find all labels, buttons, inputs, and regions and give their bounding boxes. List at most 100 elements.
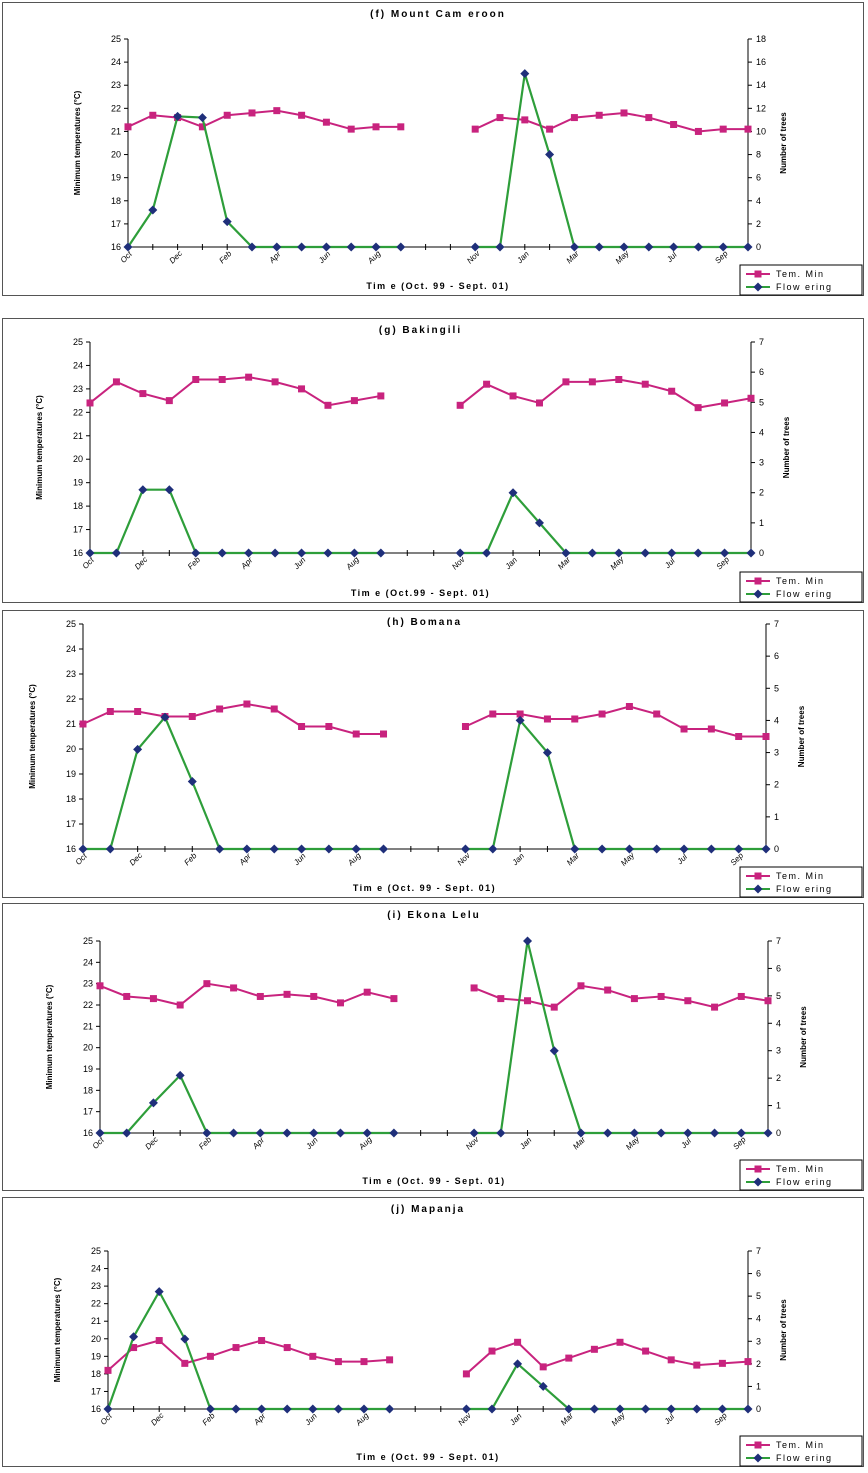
temperature-point [546,125,554,133]
y-tick-label-right: 8 [756,150,761,160]
temperature-point [721,399,729,407]
temperature-point [711,1003,719,1011]
y-tick-label-right: 3 [756,1336,761,1346]
flowering-point [640,548,650,558]
x-tick-label: Nov [455,850,472,867]
legend-temp-marker [754,1165,762,1173]
x-tick-label: May [609,554,627,572]
y-tick-label-left: 17 [73,525,83,535]
temperature-point [694,127,702,135]
x-tick-label: Feb [201,1411,218,1428]
x-tick-label: Jan [503,555,520,572]
y-tick-label-right: 18 [756,34,766,44]
flowering-point [379,844,389,854]
temperature-point [653,710,661,718]
legend-temp-marker [754,1441,762,1449]
x-axis-label: Tim e (Oct. 99 - Sept. 01) [362,1176,505,1186]
temperature-point [707,725,715,733]
flowering-point [736,1128,746,1138]
temperature-point [595,111,603,119]
flowering-point [692,1404,702,1414]
flowering-point [333,1404,343,1414]
flowering-point [95,1128,105,1138]
flowering-point [215,844,225,854]
y-tick-label-left: 17 [66,819,76,829]
x-tick-label: May [610,1410,628,1428]
temperature-point [620,109,628,117]
y-tick-label-left: 22 [83,1000,93,1010]
flowering-point [496,1128,506,1138]
temperature-point [684,997,692,1005]
temperature-line [127,109,401,131]
legend-box [739,866,863,898]
flowering-point [180,1334,190,1344]
flowering-point [103,1404,113,1414]
legend-flower-label: Flow ering [776,282,833,292]
y-tick-label-left: 23 [91,1281,101,1291]
temperature-point [203,980,211,988]
temperature-point [386,1356,394,1364]
temperature-point [718,1359,726,1367]
legend-temp-marker [754,577,762,585]
x-tick-label: Feb [182,851,199,868]
legend-temp-label: Tem. Min [776,1440,825,1450]
flowering-point [720,548,730,558]
flowering-point [335,1128,345,1138]
y-tick-label-right: 0 [759,548,764,558]
y-tick-label-left: 19 [83,1064,93,1074]
temperature-point [206,1352,214,1360]
temperature-point [497,995,505,1003]
temperature-point [270,705,278,713]
x-tick-label: Jul [679,1136,693,1150]
y-axis-label-left: Minimum temperatures (°C) [53,1277,62,1382]
y-tick-label-left: 17 [83,1107,93,1117]
legend-temp-marker [754,872,762,880]
temperature-point [590,1345,598,1353]
flowering-point [487,1404,497,1414]
y-tick-label-left: 20 [73,454,83,464]
flowering-point [376,548,386,558]
y-tick-label-right: 2 [774,780,779,790]
temperature-point [461,723,469,730]
y-axis-label-right: Number of trees [779,1299,788,1361]
y-tick-label-right: 6 [756,1269,761,1279]
y-tick-label-right: 4 [756,196,761,206]
x-tick-label: Sep [712,1411,729,1428]
flowering-point [763,1128,773,1138]
y-tick-label-left: 18 [83,1085,93,1095]
flowering-point [495,242,505,252]
temperature-point [377,392,385,400]
chart-panel: (f) Mount Cam eroon 16 17 18 19 20 21 22 23 24 25 0… [2,2,864,296]
temperature-point [577,982,585,990]
temperature-point [325,723,333,730]
y-tick-label-left: 19 [91,1351,101,1361]
flowering-point [761,844,771,854]
temperature-point [645,114,653,122]
x-tick-label: Jul [664,250,678,264]
y-tick-label-left: 25 [91,1246,101,1256]
x-tick-label: May [614,248,632,266]
temperature-point [336,999,344,1007]
x-tick-label: Feb [186,555,203,572]
temperature-point [514,1338,522,1346]
temperature-point [155,1337,163,1345]
chart-title: (f) Mount Cam eroon [370,9,506,20]
y-tick-label-right: 2 [759,488,764,498]
flowering-point [270,548,280,558]
x-tick-label: Oct [99,1411,115,1427]
flowering-point [666,1404,676,1414]
temperature-point [496,114,504,122]
legend-box [739,264,863,296]
flowering-point [346,242,356,252]
temperature-point [112,378,120,386]
temperature-line [465,1341,749,1375]
y-tick-label-right: 3 [776,1046,781,1056]
x-tick-label: Feb [217,249,234,266]
temperature-line [474,111,748,133]
legend-flower-label: Flow ering [776,1177,833,1187]
temperature-point [489,710,497,718]
flowering-point [513,1359,523,1369]
flowering-point [743,1404,753,1414]
temperature-point [271,378,279,386]
temperature-point [310,992,318,1000]
